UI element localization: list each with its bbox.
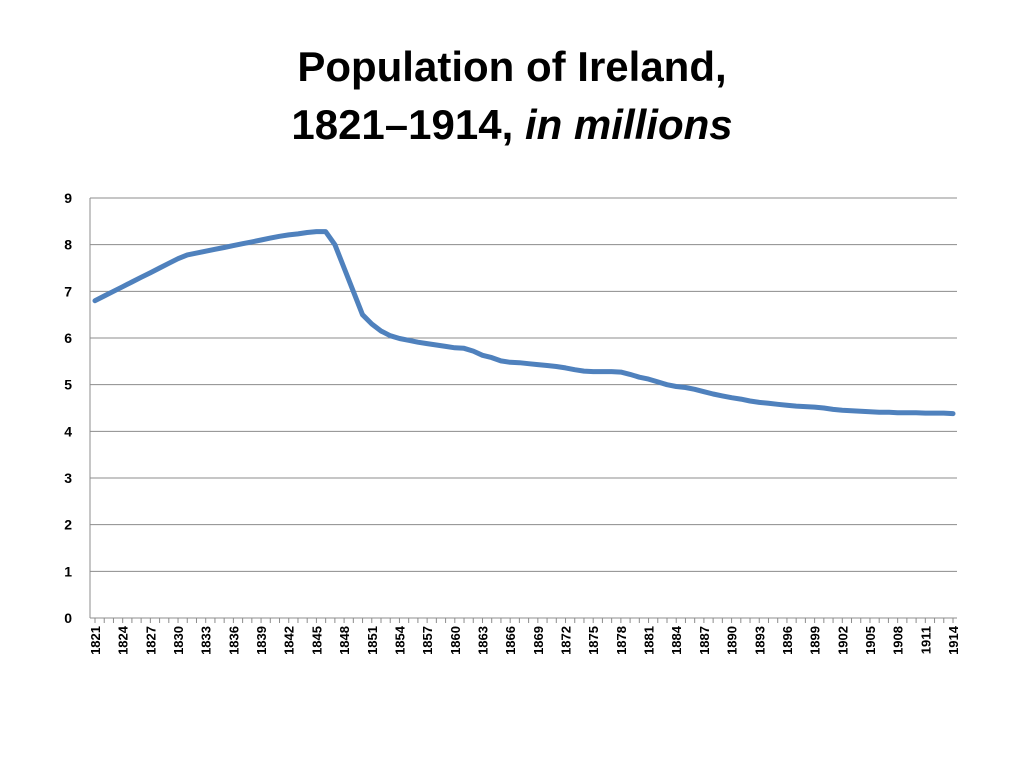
y-tick-label: 6	[64, 330, 72, 346]
x-tick-label: 1821	[88, 626, 103, 655]
x-tick-label: 1833	[199, 626, 214, 655]
x-tick-label: 1893	[752, 626, 767, 655]
x-tick-label: 1839	[254, 626, 269, 655]
y-tick-label: 4	[64, 423, 72, 439]
x-tick-label: 1830	[171, 626, 186, 655]
x-axis-tick-labels: 1821 1824 1827 1830 1833 1836 1839 1842 1845 1848…	[88, 625, 961, 655]
y-tick-label: 1	[64, 563, 72, 579]
x-tick-label: 1869	[531, 626, 546, 655]
x-tick-label: 1836	[226, 626, 241, 655]
y-tick-label: 2	[64, 517, 72, 533]
x-tick-label: 1827	[143, 626, 158, 655]
x-tick-label: 1881	[642, 626, 657, 655]
x-tick-label: 1902	[835, 626, 850, 655]
x-tick-label: 1845	[309, 626, 324, 655]
x-tick-label: 1851	[365, 626, 380, 655]
gridlines	[90, 197, 957, 572]
x-tick-label: 1842	[282, 626, 297, 655]
y-tick-label: 3	[64, 470, 72, 486]
title-line-2: 1821–1914, in millions	[0, 96, 1024, 154]
y-tick-label: 8	[64, 237, 72, 253]
title-year-range: 1821–1914,	[291, 101, 514, 148]
x-tick-label: 1875	[586, 626, 601, 655]
title-line-1: Population of Ireland,	[297, 43, 727, 90]
x-tick-label: 1824	[116, 625, 131, 655]
x-tick-label: 1911	[918, 626, 933, 654]
x-tick-label: 1905	[863, 626, 878, 655]
x-tick-label: 1860	[448, 626, 463, 655]
slide-title: Population of Ireland, 1821–1914, in mil…	[0, 38, 1024, 154]
axes	[89, 198, 957, 623]
x-tick-label: 1884	[669, 625, 684, 655]
y-tick-label: 7	[64, 283, 72, 299]
y-tick-label: 9	[64, 190, 72, 206]
x-tick-label: 1887	[697, 626, 712, 655]
x-tick-label: 1863	[475, 626, 490, 655]
x-tick-label: 1890	[725, 626, 740, 655]
series-layer	[92, 229, 956, 417]
y-tick-label: 5	[64, 377, 72, 393]
series-line-population	[92, 229, 956, 417]
x-tick-label: 1896	[780, 626, 795, 655]
x-tick-label: 1899	[808, 626, 823, 655]
x-tick-label: 1872	[559, 626, 574, 655]
x-tick-label: 1914	[946, 625, 961, 655]
x-tick-label: 1848	[337, 626, 352, 655]
x-tick-label: 1878	[614, 626, 629, 655]
x-tick-label: 1866	[503, 626, 518, 655]
x-tick-label: 1908	[891, 626, 906, 655]
y-axis-tick-labels: 0 1 2 3 4 5 6 7 8 9	[64, 190, 72, 626]
y-tick-label: 0	[64, 610, 72, 626]
title-unit: in millions	[524, 101, 733, 148]
x-tick-label: 1857	[420, 626, 435, 655]
x-tick-label: 1854	[392, 625, 407, 655]
